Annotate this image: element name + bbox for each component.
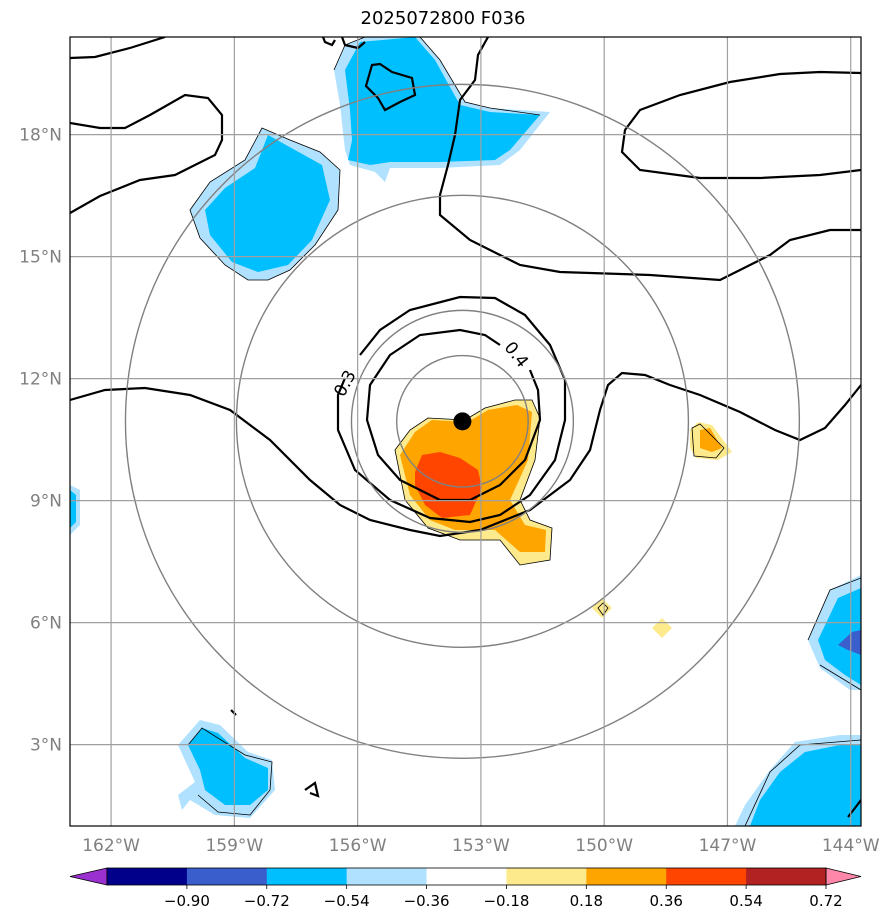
longitude-tick-label: 159°W	[205, 836, 263, 856]
latitude-tick-label: 6°N	[30, 614, 62, 634]
longitude-tick-label: 150°W	[575, 836, 633, 856]
latitude-tick-label: 12°N	[19, 370, 62, 390]
latitude-tick-label: 9°N	[30, 492, 62, 512]
colorbar-swatch	[506, 868, 587, 885]
longitude-tick-label: 162°W	[82, 836, 140, 856]
map-title: 2025072800 F036	[360, 8, 526, 29]
colorbar-swatch	[346, 868, 428, 885]
colorbar-tick-label: −0.18	[483, 892, 529, 910]
range-ring	[395, 354, 529, 488]
range-rings	[124, 83, 801, 759]
colorbar-swatch	[746, 868, 827, 885]
colorbar-swatch	[586, 868, 667, 885]
colorbar-swatch	[186, 868, 268, 885]
thick-contours	[70, 37, 861, 818]
colorbar-swatch	[426, 868, 507, 885]
colorbar-tick-label: 0.36	[650, 892, 683, 910]
colorbar-extend-low	[69, 867, 108, 886]
negative-region-southeast-core	[750, 745, 861, 826]
negative-region-north-core	[345, 37, 540, 165]
storm-center-marker	[453, 412, 472, 431]
negative-region-west-edge-core	[70, 490, 76, 528]
lat-lon-grid	[70, 37, 861, 826]
positive-blob-small-1	[592, 598, 612, 618]
range-ring	[350, 309, 575, 533]
longitude-tick-label: 147°W	[699, 836, 757, 856]
range-ring	[235, 194, 690, 649]
negative-region-east-edge-deep	[838, 630, 861, 655]
longitude-tick-label: 153°W	[452, 836, 510, 856]
latitude-tick-labels: 3°N 6°N 9°N 12°N 15°N 18°N	[19, 126, 62, 756]
colorbar-tick-label: −0.90	[164, 892, 210, 910]
colorbar-tick-label: −0.54	[324, 892, 370, 910]
colorbar-swatch	[107, 868, 188, 885]
positive-blob-east-core	[700, 428, 722, 452]
contour-label-0-3: 0.3	[330, 367, 360, 400]
latitude-tick-label: 3°N	[30, 736, 62, 756]
colorbar-tick-label: 0.54	[729, 892, 762, 910]
colorbar-extend-high	[825, 867, 862, 886]
map-frame	[69, 36, 862, 827]
colorbar: −0.90 −0.72 −0.54 −0.36 −0.18 0.18 0.36 0.54 0.7…	[69, 867, 862, 910]
colorbar-tick-label: −0.36	[404, 892, 450, 910]
longitude-tick-label: 144°W	[822, 836, 880, 856]
negative-region-southwest-core	[188, 728, 268, 805]
positive-region-storm-core	[415, 452, 482, 518]
shaded-field-layer	[70, 37, 861, 826]
colorbar-tick-label: −0.72	[244, 892, 290, 910]
contour-label-0-4: 0.4	[500, 338, 532, 372]
colorbar-tick-label: 0.18	[570, 892, 603, 910]
range-ring	[124, 83, 801, 759]
colorbar-swatch	[266, 868, 348, 885]
colorbar-tick-label: 0.72	[809, 892, 842, 910]
positive-blob-small-2	[652, 618, 672, 638]
negative-region-northwest-core	[205, 135, 330, 272]
latitude-tick-label: 18°N	[19, 126, 62, 146]
colorbar-frame	[106, 867, 827, 886]
colorbar-swatch	[666, 868, 747, 885]
latitude-tick-label: 15°N	[19, 248, 62, 268]
longitude-tick-label: 156°W	[329, 836, 387, 856]
longitude-tick-labels: 162°W 159°W 156°W 153°W 150°W 147°W 144°W	[82, 836, 880, 856]
